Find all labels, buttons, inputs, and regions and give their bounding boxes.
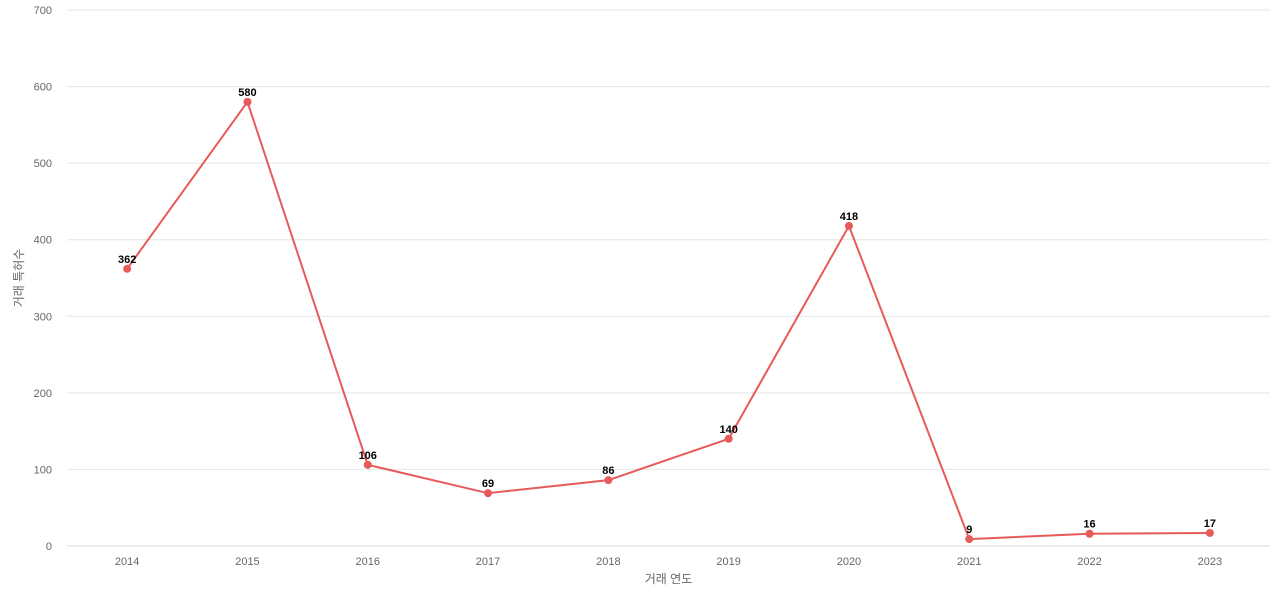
x-tick-label: 2023 bbox=[1198, 556, 1222, 568]
x-tick-label: 2014 bbox=[115, 556, 139, 568]
y-tick-label: 400 bbox=[34, 235, 52, 247]
y-axis-title: 거래 특허수 bbox=[12, 249, 26, 308]
x-tick-label: 2020 bbox=[837, 556, 861, 568]
y-axis-ticks: 0 100 200 300 400 500 600 700 bbox=[34, 5, 52, 553]
y-tick-label: 100 bbox=[34, 464, 52, 476]
x-tick-label: 2019 bbox=[716, 556, 740, 568]
data-point[interactable] bbox=[844, 221, 853, 230]
data-point[interactable] bbox=[484, 489, 493, 498]
data-label: 9 bbox=[966, 524, 972, 536]
data-point[interactable] bbox=[724, 434, 733, 443]
data-point[interactable] bbox=[243, 97, 252, 106]
data-label: 106 bbox=[359, 450, 377, 462]
data-point[interactable] bbox=[363, 460, 372, 469]
x-axis-title: 거래 연도 bbox=[645, 572, 693, 586]
x-axis-ticks: 2014 2015 2016 2017 2018 2019 2020 2021 2022 2023 bbox=[115, 556, 1222, 568]
y-tick-label: 200 bbox=[34, 388, 52, 400]
data-point[interactable] bbox=[604, 476, 613, 485]
data-label: 362 bbox=[118, 254, 136, 266]
data-point[interactable] bbox=[965, 535, 974, 544]
x-tick-label: 2022 bbox=[1077, 556, 1101, 568]
x-tick-label: 2021 bbox=[957, 556, 981, 568]
x-tick-label: 2016 bbox=[356, 556, 380, 568]
x-tick-label: 2018 bbox=[596, 556, 620, 568]
x-tick-label: 2015 bbox=[235, 556, 259, 568]
series bbox=[123, 97, 1214, 544]
data-point[interactable] bbox=[1085, 529, 1094, 538]
data-label: 418 bbox=[840, 211, 858, 223]
data-point[interactable] bbox=[1205, 528, 1214, 537]
data-point[interactable] bbox=[123, 264, 132, 273]
data-label: 140 bbox=[719, 424, 737, 436]
y-tick-label: 700 bbox=[34, 5, 52, 17]
y-tick-label: 300 bbox=[34, 311, 52, 323]
y-tick-label: 500 bbox=[34, 158, 52, 170]
data-label: 580 bbox=[238, 87, 256, 99]
series-line bbox=[126, 99, 1210, 541]
grid bbox=[67, 9, 1270, 470]
data-label: 17 bbox=[1204, 518, 1216, 530]
data-label: 16 bbox=[1083, 519, 1095, 531]
data-label: 86 bbox=[602, 465, 614, 477]
x-tick-label: 2017 bbox=[476, 556, 500, 568]
data-labels: 362 580 106 69 86 140 418 9 16 17 bbox=[118, 87, 1216, 536]
y-tick-label: 0 bbox=[46, 541, 52, 553]
y-tick-label: 600 bbox=[34, 82, 52, 94]
data-label: 69 bbox=[482, 478, 494, 490]
